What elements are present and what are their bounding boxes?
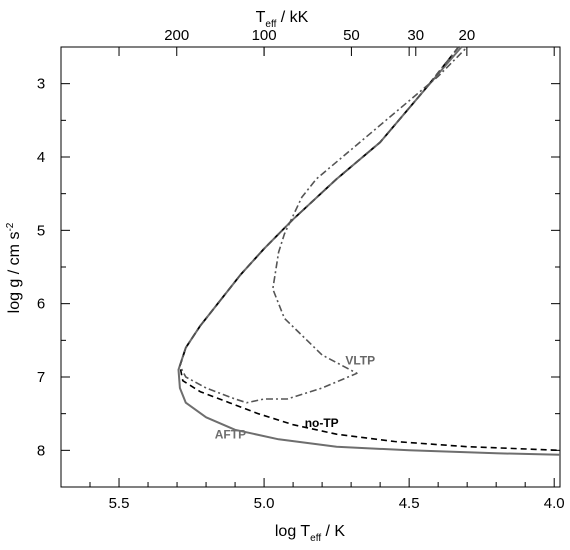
y-tick-label: 3	[37, 76, 45, 93]
annotation-no-tp: no-TP	[305, 416, 339, 430]
y-axis-label: log g / cm s-2	[5, 222, 23, 313]
y-tick-label: 8	[37, 442, 45, 459]
x-axis-label: log Teff / K	[275, 523, 346, 544]
x-tick-label: 5.5	[109, 495, 130, 512]
y-tick-label: 5	[37, 222, 45, 239]
annotation-layer: VLTP no-TP AFTP	[215, 354, 375, 442]
x-tick-label: 5.0	[254, 495, 275, 512]
series-line-aftp	[177, 46, 561, 456]
top-axis-label: Teff / kK	[256, 9, 309, 30]
annotation-aftp: AFTP	[215, 428, 246, 442]
y-tick-label: 6	[37, 296, 45, 313]
x-axis: 5.5 5.0 4.5 4.0	[89, 47, 565, 512]
y-tick-label: 4	[37, 149, 45, 166]
top-tick-label: 30	[407, 27, 424, 44]
y-axis: 3 4 5 6 7 8	[37, 46, 560, 488]
y-tick-label: 7	[37, 369, 45, 386]
series-layer	[177, 46, 561, 456]
series-line-vltp	[179, 46, 468, 404]
x-tick-label: 4.0	[544, 495, 565, 512]
top-tick-label: 50	[343, 27, 360, 44]
series-line-no-tp	[179, 46, 561, 452]
top-tick-label: 200	[164, 27, 189, 44]
top-tick-label: 20	[459, 27, 476, 44]
annotation-vltp: VLTP	[345, 354, 375, 368]
top-tick-label: 100	[252, 27, 277, 44]
top-axis: 200 100 50 30 20	[164, 27, 475, 56]
x-tick-label: 4.5	[399, 495, 420, 512]
